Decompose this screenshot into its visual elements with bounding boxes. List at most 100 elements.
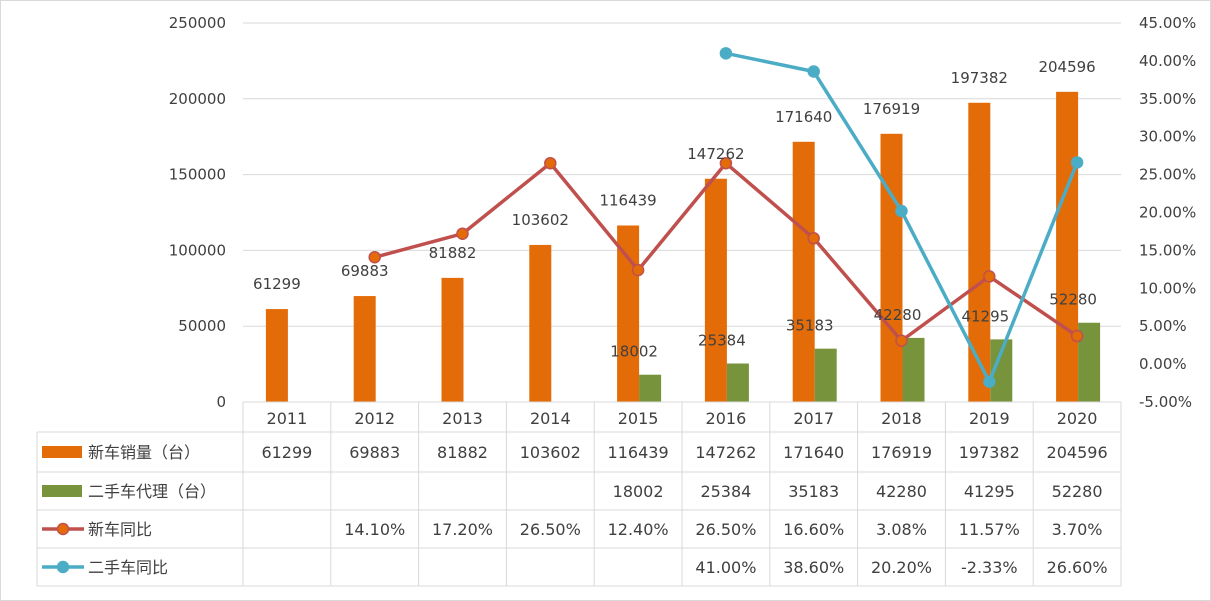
used-car-bar — [639, 374, 662, 402]
x-tick-label: 2016 — [706, 409, 747, 428]
new-car-yoy-point — [719, 156, 733, 170]
right-axis-ticks: -5.00% 0.00% 5.00% 10.00% 15.00% 20.00% 25.00%… — [1139, 14, 1196, 411]
table-cell-value: 16.60% — [783, 520, 844, 539]
table-cell-value: 3.70% — [1052, 520, 1103, 539]
legend-swatch — [56, 560, 70, 574]
right-tick-label: 30.00% — [1139, 128, 1196, 146]
x-tick-label: 2012 — [354, 409, 395, 428]
new-car-yoy-point — [456, 227, 469, 240]
table-cell-value: 25384 — [700, 482, 751, 501]
table-cell-value: 17.20% — [432, 520, 493, 539]
used-car-yoy-point — [1070, 156, 1084, 169]
table-cell-value: 176919 — [871, 443, 932, 462]
new-car-value-label: 147262 — [687, 145, 744, 163]
x-tick-label: 2017 — [793, 409, 834, 428]
table-cell-value: 197382 — [959, 443, 1020, 462]
used-car-value-label: 25384 — [698, 332, 746, 350]
legend-series-name: 二手车同比 — [88, 558, 168, 577]
used-car-value-label: 42280 — [874, 306, 922, 324]
used-car-bar — [990, 339, 1013, 402]
new-car-value-label: 61299 — [253, 275, 301, 293]
used-car-bar — [1078, 322, 1101, 402]
table-cell-value: 41295 — [964, 482, 1015, 501]
table-cell-value: 26.60% — [1047, 558, 1108, 577]
new-car-yoy-point — [368, 250, 381, 264]
table-cell-value: 42280 — [876, 482, 927, 501]
table-cell-value: 11.57% — [959, 520, 1020, 539]
new-car-yoy-point — [631, 263, 645, 277]
used-car-yoy-point — [895, 204, 908, 218]
new-car-bar — [704, 178, 727, 402]
new-car-value-label: 204596 — [1038, 58, 1095, 76]
table-cell-value: 81882 — [437, 443, 488, 462]
used-car-yoy-point — [807, 65, 820, 78]
new-car-bar — [529, 244, 552, 402]
left-tick-label: 0 — [216, 393, 226, 411]
table-cell-value: 3.08% — [876, 520, 927, 539]
x-tick-label: 2014 — [530, 409, 571, 428]
table-cell-value: -2.33% — [961, 558, 1018, 577]
new-car-value-label: 176919 — [863, 100, 920, 118]
left-tick-label: 50000 — [178, 317, 226, 335]
used-car-value-label: 18002 — [610, 343, 658, 361]
new-car-value-label: 197382 — [951, 69, 1008, 87]
right-tick-label: 45.00% — [1139, 14, 1196, 32]
right-tick-label: 10.00% — [1139, 279, 1196, 297]
new-car-yoy-point — [895, 334, 908, 348]
table-cell-value: 116439 — [608, 443, 669, 462]
used-car-bar — [902, 337, 925, 402]
legend-swatch — [42, 485, 82, 497]
legend-series-name: 二手车代理（台） — [88, 482, 216, 501]
used-car-bar — [814, 348, 837, 402]
bar-data-labels: 61299 69883 81882 103602 116439 18002 147262 25… — [253, 58, 1097, 361]
right-tick-label: 40.00% — [1139, 52, 1196, 70]
new-car-yoy-point — [544, 156, 557, 170]
table-cell-value: 204596 — [1047, 443, 1108, 462]
right-tick-label: 0.00% — [1139, 355, 1187, 373]
table-cell-value: 18002 — [613, 482, 664, 501]
left-tick-label: 150000 — [169, 166, 226, 184]
used-car-yoy-point — [983, 375, 996, 389]
table-cell-value: 103602 — [520, 443, 581, 462]
legend-series-name: 新车销量（台） — [88, 443, 200, 462]
bar-series — [265, 91, 1101, 403]
left-tick-label: 200000 — [169, 90, 226, 108]
line-series — [368, 47, 1084, 389]
left-axis-ticks: 0 50000 100000 150000 200000 250000 — [169, 14, 226, 411]
legend-series-name: 新车同比 — [88, 520, 152, 539]
new-car-yoy-point — [807, 232, 820, 245]
used-car-bar — [726, 363, 749, 402]
new-car-bar — [353, 296, 376, 402]
used-car-yoy-point — [719, 47, 733, 60]
new-car-value-label: 69883 — [341, 262, 389, 280]
right-tick-label: -5.00% — [1139, 393, 1192, 411]
table-cell-value: 14.10% — [344, 520, 405, 539]
legend-swatch — [42, 446, 82, 458]
new-car-yoy-point — [1070, 329, 1084, 343]
table-cell-value: 35183 — [788, 482, 839, 501]
new-car-value-label: 81882 — [429, 244, 477, 262]
used-car-value-label: 52280 — [1049, 291, 1097, 309]
right-tick-label: 5.00% — [1139, 317, 1187, 335]
x-tick-label: 2018 — [881, 409, 922, 428]
x-tick-label: 2019 — [969, 409, 1010, 428]
table-cell-value: 69883 — [349, 443, 400, 462]
table-cell-value: 41.00% — [695, 558, 756, 577]
table-cell-value: 61299 — [261, 443, 312, 462]
table-cell-value: 20.20% — [871, 558, 932, 577]
data-table: 2011 2012 2013 2014 2015 2016 2017 2018 2019 2020… — [36, 401, 1122, 587]
right-tick-label: 15.00% — [1139, 241, 1196, 259]
new-car-yoy-point — [983, 270, 996, 283]
new-car-value-label: 171640 — [775, 108, 832, 126]
x-tick-label: 2013 — [442, 409, 483, 428]
right-tick-label: 25.00% — [1139, 166, 1196, 184]
table-cell-value: 26.50% — [520, 520, 581, 539]
used-car-value-label: 35183 — [786, 317, 834, 335]
new-car-bar — [265, 309, 288, 402]
new-car-bar — [792, 141, 815, 402]
x-tick-label: 2011 — [267, 409, 308, 428]
new-car-value-label: 103602 — [512, 211, 569, 229]
legend-swatch — [56, 522, 70, 536]
